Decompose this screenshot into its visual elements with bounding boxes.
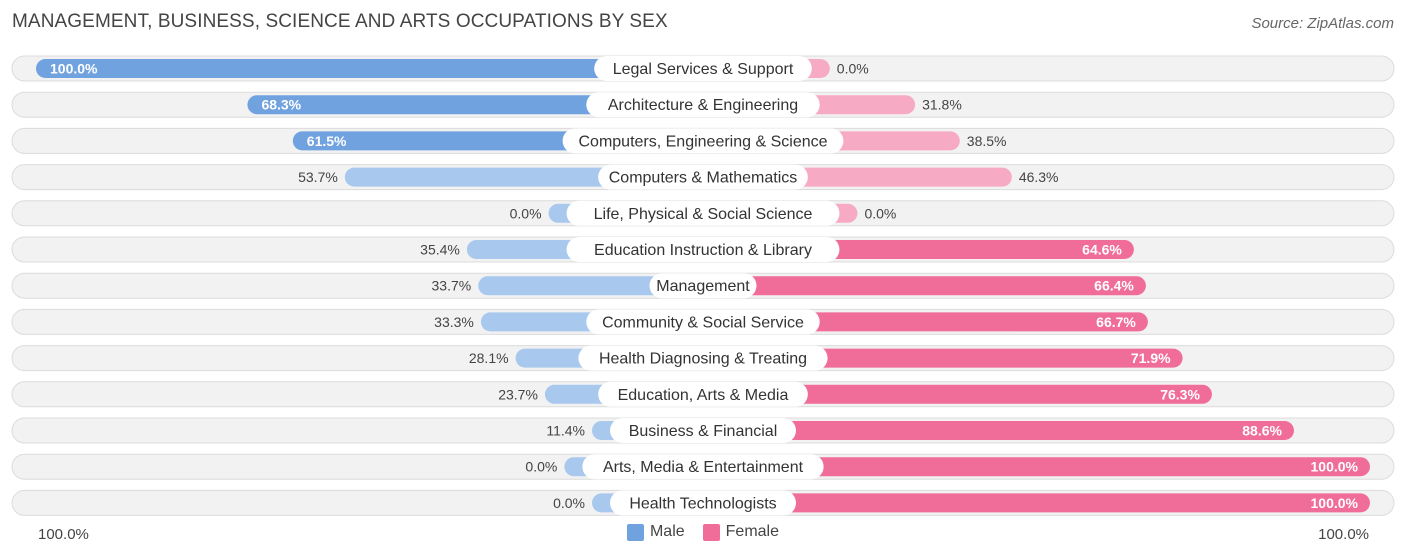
female-value-label: 76.3% xyxy=(1160,386,1200,402)
male-value-label: 0.0% xyxy=(525,459,557,475)
category-pill xyxy=(610,490,796,516)
axis-right-label: 100.0% xyxy=(1318,526,1369,543)
male-value-label: 0.0% xyxy=(553,495,585,511)
male-bar xyxy=(36,59,703,78)
category-pill xyxy=(594,56,812,81)
female-value-label: 66.4% xyxy=(1094,278,1134,294)
female-bar xyxy=(703,276,1146,296)
category-label: Architecture & Engineering xyxy=(608,97,798,114)
legend-item-female: Female xyxy=(702,523,780,541)
chart-source: Source: ZipAtlas.com xyxy=(1251,15,1394,32)
category-pill xyxy=(578,345,828,371)
chart-area: Legal Services & Support 100.0% 0.0% Archit… xyxy=(11,55,1395,516)
female-value-label: 31.8% xyxy=(922,97,962,113)
male-value-label: 11.4% xyxy=(546,423,585,439)
female-bar xyxy=(703,384,1212,404)
male-value-label: 61.5% xyxy=(307,133,347,149)
category-label: Legal Services & Support xyxy=(613,61,794,78)
male-bar xyxy=(478,276,703,296)
category-pill xyxy=(586,92,820,118)
legend-item-male: Male xyxy=(626,523,685,541)
legend-swatch-male xyxy=(626,523,644,541)
category-label: Community & Social Service xyxy=(602,314,804,331)
female-value-label: 64.6% xyxy=(1082,242,1122,258)
category-pill xyxy=(649,273,757,299)
male-value-label: 53.7% xyxy=(298,169,338,185)
female-value-label: 66.7% xyxy=(1096,314,1136,330)
category-label: Arts, Media & Entertainment xyxy=(603,459,804,476)
category-pill xyxy=(598,164,808,190)
legend: Male Female xyxy=(0,523,1406,541)
female-value-label: 0.0% xyxy=(864,205,896,221)
female-bar xyxy=(703,457,1370,477)
category-pill xyxy=(566,200,840,226)
legend-swatch-female xyxy=(702,523,720,541)
male-value-label: 35.4% xyxy=(420,242,460,258)
male-value-label: 28.1% xyxy=(469,350,509,366)
category-label: Computers & Mathematics xyxy=(609,170,798,187)
legend-label-male: Male xyxy=(649,523,685,540)
male-value-label: 0.0% xyxy=(510,205,542,221)
category-pill xyxy=(610,418,796,443)
axis-left-label: 100.0% xyxy=(38,526,89,543)
category-pill xyxy=(598,381,808,407)
female-value-label: 0.0% xyxy=(837,61,869,77)
female-value-label: 38.5% xyxy=(967,133,1007,149)
category-label: Education Instruction & Library xyxy=(594,242,812,259)
female-value-label: 46.3% xyxy=(1019,169,1059,185)
male-value-label: 100.0% xyxy=(50,61,98,77)
category-pill xyxy=(562,128,844,154)
female-bar xyxy=(703,421,1294,440)
male-value-label: 33.3% xyxy=(434,314,474,330)
male-value-label: 68.3% xyxy=(261,97,301,113)
female-bar xyxy=(703,493,1370,513)
female-value-label: 100.0% xyxy=(1311,495,1359,511)
category-pill xyxy=(586,309,820,335)
legend-label-female: Female xyxy=(725,523,780,540)
female-value-label: 100.0% xyxy=(1311,459,1359,475)
female-value-label: 88.6% xyxy=(1242,423,1282,439)
chart-title: MANAGEMENT, BUSINESS, SCIENCE AND ARTS O… xyxy=(12,11,668,32)
category-label: Life, Physical & Social Science xyxy=(594,206,813,223)
category-label: Management xyxy=(656,278,750,295)
category-label: Business & Financial xyxy=(629,423,778,440)
male-value-label: 23.7% xyxy=(498,386,538,402)
category-label: Health Diagnosing & Treating xyxy=(599,351,807,368)
category-label: Health Technologists xyxy=(629,495,776,512)
category-pill xyxy=(566,237,840,262)
category-label: Education, Arts & Media xyxy=(618,387,789,404)
female-value-label: 71.9% xyxy=(1131,350,1171,366)
category-pill xyxy=(582,454,824,480)
male-value-label: 33.7% xyxy=(432,278,472,294)
category-label: Computers, Engineering & Science xyxy=(578,133,827,150)
